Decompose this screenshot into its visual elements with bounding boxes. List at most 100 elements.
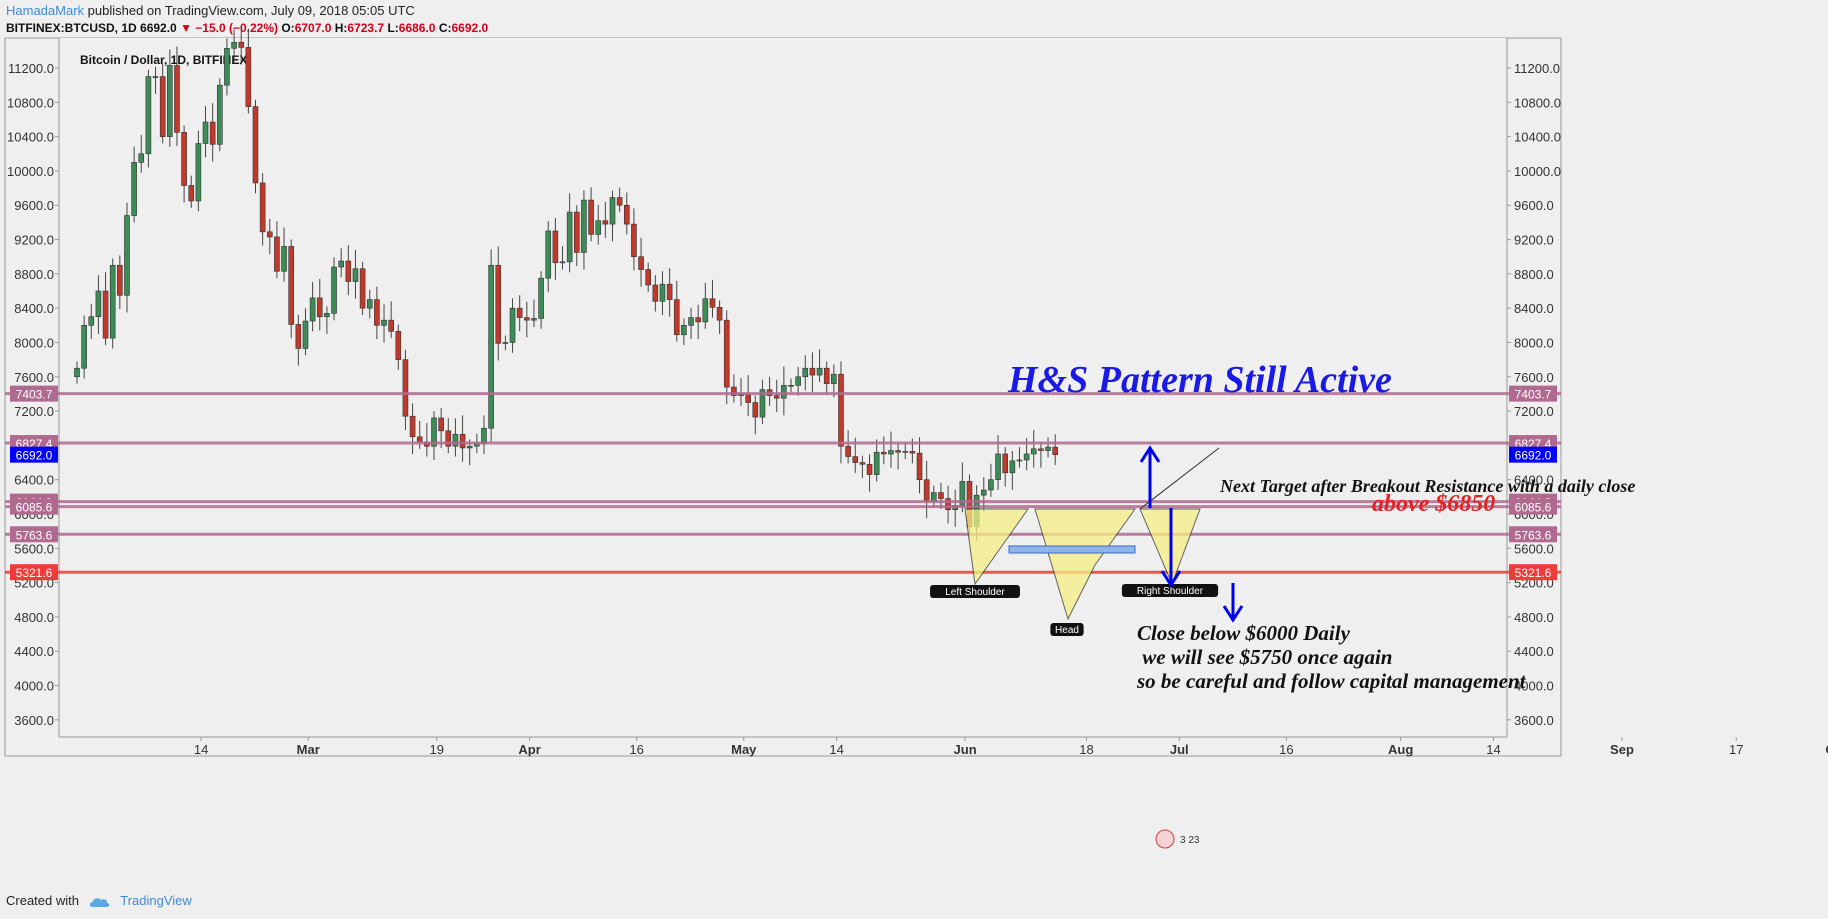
candle-body [209, 121, 216, 145]
y-tick-label-right: 3600.0 [1514, 713, 1554, 728]
candle-body [695, 317, 701, 323]
candle-body [802, 367, 809, 378]
y-tick-label-left: 3600.0 [14, 713, 54, 728]
candle-body [673, 299, 680, 336]
candle-body [281, 246, 287, 272]
above-annotation: above $6850 [1372, 491, 1496, 517]
y-tick-label-right: 7600.0 [1514, 370, 1554, 385]
candle-body [481, 427, 487, 444]
y-tick-label-left: 7600.0 [14, 370, 54, 385]
candle-body [102, 290, 109, 339]
candle-body [938, 492, 944, 499]
next-target-annotation: Next Target after Breakout Resistance wi… [1220, 476, 1636, 496]
candle-body [109, 264, 116, 339]
candle-body [302, 320, 309, 349]
candle-body [345, 260, 352, 282]
price-level-label-left: 7403.7 [16, 388, 53, 402]
y-tick-label-left: 10400.0 [7, 130, 54, 145]
low-value: 6686.0 [398, 21, 436, 35]
candle-body [1030, 448, 1037, 455]
candle-body [609, 197, 616, 225]
head-shape [1034, 508, 1136, 621]
candle-body [124, 215, 130, 296]
y-tick-label-left: 9200.0 [14, 233, 54, 248]
candle-body [852, 456, 859, 463]
close-below-line1: Close below $6000 Daily [1137, 621, 1350, 645]
candle-body [881, 451, 887, 455]
candle-body [488, 264, 494, 429]
x-tick-label: Jul [1170, 742, 1189, 757]
candle-body [381, 319, 387, 326]
candle-body [980, 489, 987, 496]
last-price-label-left: 6692.0 [16, 449, 53, 463]
candle-body [595, 220, 602, 235]
price-chart[interactable]: 11200.0 11200.0 10800.0 10800.0 10400.0 10400… [0, 0, 1828, 885]
candle-body [930, 492, 937, 502]
candle-body [259, 182, 266, 233]
x-tick-label: Aug [1388, 742, 1413, 757]
candle-body [81, 325, 87, 369]
change-text: ▼ −15.0 (−0.22%) [180, 21, 278, 35]
candle-body [809, 367, 816, 376]
candle-body [245, 47, 252, 107]
candle-body [88, 316, 95, 326]
last-price-text: 6692.0 [140, 21, 177, 35]
candle-body [445, 430, 452, 447]
head-label-bg [1050, 623, 1084, 636]
candle-body [459, 433, 466, 449]
candle-body [352, 268, 359, 282]
y-tick-label-left: 10800.0 [7, 95, 54, 110]
candle-body [1002, 453, 1009, 474]
candle-body [666, 283, 673, 300]
y-tick-label-right: 10400.0 [1514, 130, 1561, 145]
y-tick-label-right: 6400.0 [1514, 473, 1554, 488]
candle-body [416, 436, 423, 443]
y-tick-label-right: 8000.0 [1514, 335, 1554, 350]
candle-body [988, 479, 994, 491]
candle-body [1045, 446, 1051, 451]
close-value: 6692.0 [451, 21, 489, 35]
candle-body [588, 199, 594, 235]
candle-body [866, 463, 873, 475]
y-tick-label-left: 4800.0 [14, 610, 54, 625]
price-level-tag-left [10, 498, 58, 515]
last-price-tag-left [10, 446, 58, 463]
candle-body [495, 264, 502, 344]
candle-body [338, 260, 344, 268]
y-tick-label-right: 9600.0 [1514, 198, 1554, 213]
candle-body [531, 318, 537, 321]
price-level-tag-right [1509, 564, 1557, 581]
candle-body [238, 41, 245, 48]
candle-body [873, 451, 880, 475]
candle-body [573, 211, 580, 253]
candle-body [295, 324, 302, 349]
candle-body [174, 65, 180, 133]
author-link[interactable]: HamadaMark [6, 3, 85, 18]
candle-body [538, 277, 544, 319]
support-box [1008, 545, 1136, 554]
candle-body [509, 307, 516, 343]
candle-body [409, 415, 416, 438]
candle-body [545, 230, 552, 279]
x-tick-label: 14 [829, 742, 843, 757]
price-level-tag-left [10, 526, 58, 543]
candle-body [773, 395, 780, 399]
tradingview-cloud-icon [89, 897, 109, 907]
x-tick-label: Jun [954, 742, 977, 757]
candle-body [916, 452, 923, 480]
x-tick-label: Apr [518, 742, 540, 757]
candle-body [895, 450, 901, 453]
candle-body [859, 462, 866, 465]
candle-body [702, 298, 709, 323]
candle-body [359, 268, 366, 309]
candle-body [795, 376, 801, 386]
candle-body [623, 204, 630, 225]
candle-body [581, 199, 587, 253]
x-tick-label: 16 [629, 742, 643, 757]
tradingview-link[interactable]: TradingView [120, 893, 192, 908]
open-value: 6707.0 [294, 21, 332, 35]
candle-body [845, 445, 851, 457]
candle-body [1038, 448, 1044, 451]
candle-body [759, 389, 766, 418]
candle-body [224, 47, 230, 86]
